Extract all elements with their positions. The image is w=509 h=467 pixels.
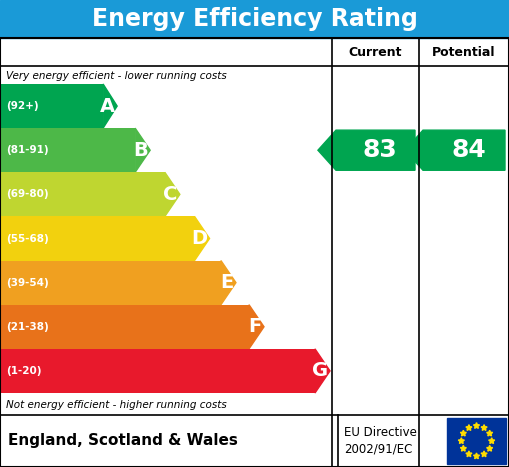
Polygon shape bbox=[473, 423, 479, 428]
Text: 83: 83 bbox=[362, 138, 398, 162]
Polygon shape bbox=[466, 451, 472, 457]
Bar bbox=[447, 418, 506, 464]
Polygon shape bbox=[487, 430, 493, 436]
Text: (81-91): (81-91) bbox=[6, 145, 49, 155]
Text: (92+): (92+) bbox=[6, 101, 39, 111]
Bar bbox=[0, 0, 509, 38]
Polygon shape bbox=[466, 425, 472, 431]
Text: (1-20): (1-20) bbox=[6, 366, 42, 376]
Polygon shape bbox=[460, 430, 466, 436]
Text: F: F bbox=[249, 317, 262, 336]
Polygon shape bbox=[103, 84, 117, 128]
Polygon shape bbox=[221, 261, 236, 304]
Text: 84: 84 bbox=[451, 138, 486, 162]
Polygon shape bbox=[481, 425, 487, 431]
Polygon shape bbox=[405, 130, 505, 170]
Polygon shape bbox=[249, 304, 264, 349]
Polygon shape bbox=[473, 453, 479, 459]
Bar bbox=[0, 172, 165, 216]
Text: Not energy efficient - higher running costs: Not energy efficient - higher running co… bbox=[6, 400, 227, 410]
Polygon shape bbox=[135, 128, 150, 172]
Polygon shape bbox=[481, 451, 487, 457]
Text: Current: Current bbox=[349, 45, 402, 58]
Bar bbox=[0, 84, 103, 128]
Bar bbox=[0, 349, 315, 393]
Text: G: G bbox=[312, 361, 328, 381]
Bar bbox=[0, 128, 135, 172]
Polygon shape bbox=[318, 130, 415, 170]
Polygon shape bbox=[194, 216, 210, 261]
Text: A: A bbox=[100, 97, 115, 115]
Text: Potential: Potential bbox=[432, 45, 496, 58]
Bar bbox=[0, 304, 249, 349]
Text: 2002/91/EC: 2002/91/EC bbox=[344, 443, 412, 455]
Text: E: E bbox=[221, 273, 234, 292]
Text: B: B bbox=[133, 141, 148, 160]
Polygon shape bbox=[315, 349, 330, 393]
Text: D: D bbox=[191, 229, 208, 248]
Text: Very energy efficient - lower running costs: Very energy efficient - lower running co… bbox=[6, 71, 227, 81]
Polygon shape bbox=[487, 446, 493, 451]
Text: (39-54): (39-54) bbox=[6, 278, 49, 288]
Text: EU Directive: EU Directive bbox=[344, 426, 417, 439]
Text: Energy Efficiency Rating: Energy Efficiency Rating bbox=[92, 7, 417, 31]
Polygon shape bbox=[460, 446, 466, 451]
Text: (55-68): (55-68) bbox=[6, 234, 49, 243]
Bar bbox=[0, 216, 194, 261]
Text: (21-38): (21-38) bbox=[6, 322, 49, 332]
Text: C: C bbox=[163, 185, 178, 204]
Text: (69-80): (69-80) bbox=[6, 189, 49, 199]
Bar bbox=[0, 261, 221, 304]
Polygon shape bbox=[458, 438, 464, 444]
Polygon shape bbox=[165, 172, 180, 216]
Polygon shape bbox=[489, 438, 495, 444]
Text: England, Scotland & Wales: England, Scotland & Wales bbox=[8, 433, 238, 448]
